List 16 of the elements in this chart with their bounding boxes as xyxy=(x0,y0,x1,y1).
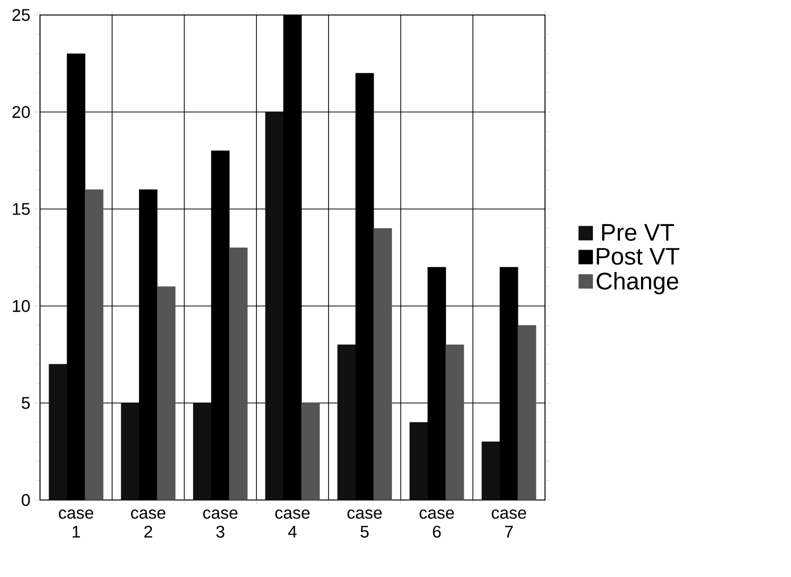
x-tick-label: case 6 xyxy=(420,510,454,538)
x-tick-label: case 2 xyxy=(131,510,166,538)
y-tick-label: 25 xyxy=(12,8,30,21)
y-tick-label: 5 xyxy=(22,397,30,409)
x-tick-label: case 3 xyxy=(203,510,238,538)
x-tick-label: case 1 xyxy=(58,510,94,538)
legend-label: Pre VT xyxy=(602,224,674,241)
y-tick-label: 0 xyxy=(22,494,30,506)
legend-label: Post VT xyxy=(596,248,680,265)
x-tick-label: case 5 xyxy=(347,510,382,538)
y-tick-label: 15 xyxy=(12,203,30,215)
y-tick-label: 20 xyxy=(12,106,30,118)
legend-label: Change xyxy=(596,272,678,294)
x-tick-label: case 7 xyxy=(492,510,526,538)
y-tick-label: 10 xyxy=(12,300,30,312)
x-tick-label: case 4 xyxy=(275,510,310,538)
